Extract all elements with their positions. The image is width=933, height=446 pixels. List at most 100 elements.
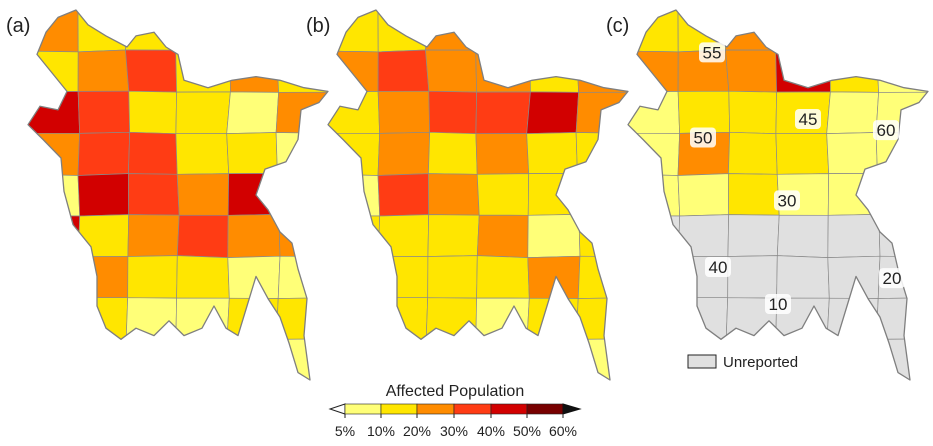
district-29 — [877, 173, 928, 216]
district-16 — [526, 91, 579, 134]
district-26 — [128, 173, 180, 216]
district-53 — [575, 338, 628, 380]
district-32 — [127, 214, 180, 257]
district-20 — [128, 131, 178, 175]
district-8 — [125, 49, 177, 93]
svg-text:50: 50 — [694, 129, 713, 148]
svg-text:10: 10 — [769, 295, 788, 314]
district-50 — [425, 337, 479, 380]
map-panels: (a) (b) (c) 55 45 60 50 30 40 20 10 — [6, 9, 929, 381]
region-number-55: 55 — [699, 42, 725, 63]
svg-text:60: 60 — [877, 121, 896, 140]
district-11 — [276, 50, 328, 93]
district-39 — [476, 255, 530, 299]
district-20 — [428, 131, 478, 175]
district-33 — [176, 214, 229, 258]
district-26 — [728, 173, 780, 216]
district-42 — [328, 297, 381, 341]
district-6 — [628, 50, 679, 93]
district-14 — [428, 90, 477, 135]
unreported-label: Unreported — [723, 354, 798, 371]
district-33 — [476, 214, 529, 258]
district-25 — [77, 173, 130, 217]
colorbar-bin-4 — [453, 403, 492, 415]
district-19 — [77, 131, 131, 176]
district-53 — [275, 338, 328, 380]
colorbar-bin-3 — [416, 403, 455, 415]
district-44 — [425, 297, 477, 340]
region-number-20: 20 — [879, 268, 905, 289]
district-41 — [277, 255, 328, 299]
district-24 — [28, 174, 81, 217]
district-25 — [677, 173, 730, 217]
district-34 — [827, 214, 881, 258]
map-panel-3: (c) 55 45 60 50 30 40 20 10 — [606, 9, 929, 381]
region-number-40: 40 — [705, 257, 731, 277]
district-13 — [77, 90, 131, 134]
colorbar-bin-1 — [344, 403, 382, 415]
district-48 — [28, 338, 81, 380]
district-33 — [776, 214, 829, 258]
district-2 — [725, 10, 779, 51]
colorbar-low-arrow — [328, 403, 346, 415]
district-47 — [275, 297, 328, 340]
district-10 — [229, 50, 279, 93]
colorbar-bin-5 — [490, 403, 528, 415]
district-27 — [476, 173, 530, 216]
district-26 — [428, 173, 480, 216]
district-38 — [727, 255, 778, 299]
district-4 — [527, 10, 579, 52]
district-3 — [175, 10, 231, 51]
district-16 — [826, 91, 879, 134]
district-1 — [377, 10, 429, 53]
district-47 — [875, 297, 928, 340]
district-44 — [125, 297, 177, 340]
district-31 — [677, 214, 730, 257]
district-7 — [77, 49, 130, 92]
region-number-30: 30 — [774, 190, 800, 211]
district-13 — [377, 90, 431, 134]
region-number-10: 10 — [765, 294, 791, 314]
region-number-60: 60 — [873, 120, 899, 141]
district-31 — [377, 214, 430, 257]
district-35 — [278, 214, 328, 258]
district-49 — [77, 338, 129, 380]
district-35 — [878, 214, 928, 258]
colorbar-title: Affected Population — [386, 383, 524, 400]
district-17 — [275, 91, 328, 134]
district-20 — [728, 131, 778, 175]
district-0 — [328, 10, 379, 53]
district-21 — [775, 133, 830, 175]
district-1 — [77, 10, 129, 53]
district-47 — [575, 297, 628, 340]
district-8 — [725, 49, 777, 93]
district-52 — [526, 337, 579, 380]
district-37 — [75, 256, 129, 299]
district-11 — [576, 50, 628, 93]
district-0 — [28, 10, 79, 53]
district-23 — [575, 132, 628, 175]
district-24 — [328, 174, 381, 217]
colorbar: Affected Population 5% 10% 20% 30% 40% 5… — [328, 383, 582, 439]
district-18 — [628, 132, 680, 176]
district-48 — [628, 338, 681, 380]
district-34 — [527, 214, 581, 258]
panel-label-2: (b) — [306, 15, 330, 37]
svg-text:40: 40 — [709, 258, 728, 277]
district-21 — [475, 133, 530, 175]
district-25 — [377, 173, 430, 217]
district-14 — [128, 90, 177, 135]
district-17 — [575, 91, 628, 134]
district-0 — [628, 10, 679, 53]
region-number-50: 50 — [690, 127, 716, 148]
district-19 — [377, 131, 431, 176]
colorbar-tick-60: 60% — [549, 423, 577, 439]
district-36 — [28, 256, 79, 299]
colorbar-high-arrow — [562, 403, 582, 415]
district-40 — [227, 255, 281, 299]
district-40 — [527, 255, 581, 299]
colorbar-bin-2 — [380, 403, 418, 415]
district-36 — [328, 256, 379, 299]
district-16 — [226, 91, 279, 134]
